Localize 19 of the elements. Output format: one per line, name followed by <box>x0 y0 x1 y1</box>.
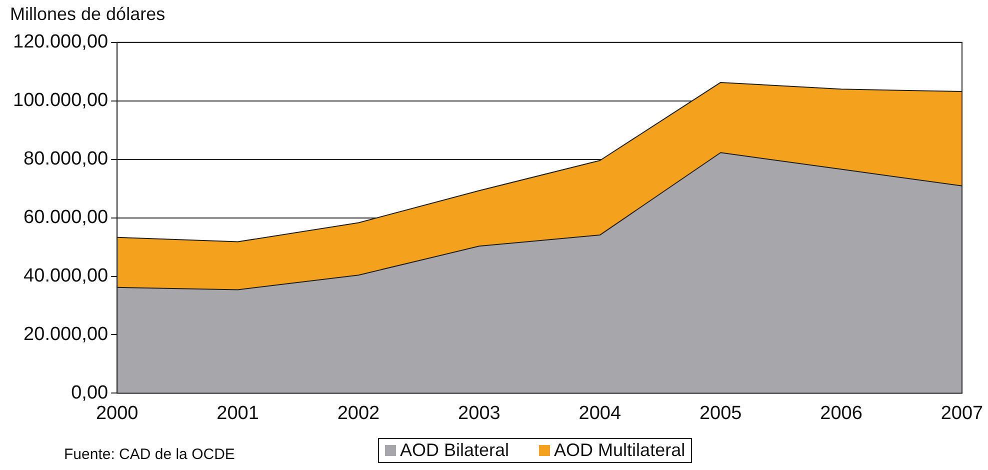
y-tick-label: 80.000,00 <box>24 148 108 170</box>
y-tick-label: 120.000,00 <box>13 32 108 53</box>
x-tick-label: 2004 <box>578 402 622 424</box>
legend-label: AOD Bilateral <box>400 440 510 461</box>
y-tick-label: 40.000,00 <box>24 266 108 286</box>
y-tick-label: 20.000,00 <box>24 324 108 345</box>
y-tick-label: 60.000,00 <box>24 207 108 228</box>
y-axis-title: Millones de dólares <box>10 4 166 25</box>
x-tick-label: 2001 <box>216 402 259 424</box>
x-tick-label: 2000 <box>96 402 138 424</box>
legend-label: AOD Multilateral <box>554 440 686 461</box>
y-tick-label: 0,00 <box>71 382 108 404</box>
x-tick-label: 2006 <box>820 402 862 424</box>
x-tick-label: 2005 <box>699 402 742 424</box>
source-note: Fuente: CAD de la OCDE <box>64 446 235 463</box>
x-tick-label: 2007 <box>940 402 984 424</box>
x-tick-label: 2002 <box>337 402 380 424</box>
y-tick-label: 100.000,00 <box>13 90 108 112</box>
x-tick-label: 2003 <box>458 402 500 424</box>
